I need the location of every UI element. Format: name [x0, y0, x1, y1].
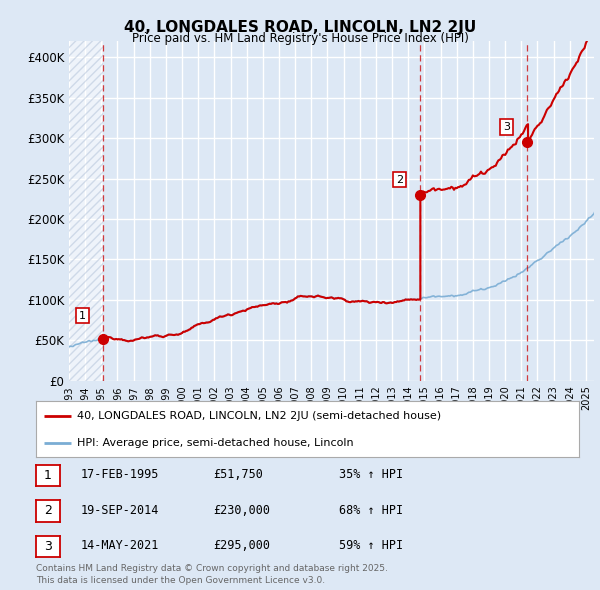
Text: 68% ↑ HPI: 68% ↑ HPI [339, 504, 403, 517]
Text: 35% ↑ HPI: 35% ↑ HPI [339, 468, 403, 481]
Text: 17-FEB-1995: 17-FEB-1995 [81, 468, 160, 481]
Text: 1: 1 [44, 469, 52, 482]
Text: 59% ↑ HPI: 59% ↑ HPI [339, 539, 403, 552]
Text: £230,000: £230,000 [213, 504, 270, 517]
Text: Contains HM Land Registry data © Crown copyright and database right 2025.
This d: Contains HM Land Registry data © Crown c… [36, 565, 388, 585]
Text: 19-SEP-2014: 19-SEP-2014 [81, 504, 160, 517]
Text: 40, LONGDALES ROAD, LINCOLN, LN2 2JU: 40, LONGDALES ROAD, LINCOLN, LN2 2JU [124, 20, 476, 35]
Text: 1: 1 [79, 310, 86, 320]
Text: 14-MAY-2021: 14-MAY-2021 [81, 539, 160, 552]
Bar [69, 41, 103, 381]
Text: Price paid vs. HM Land Registry's House Price Index (HPI): Price paid vs. HM Land Registry's House … [131, 32, 469, 45]
Text: 2: 2 [395, 175, 403, 185]
Text: £295,000: £295,000 [213, 539, 270, 552]
Text: 2: 2 [44, 504, 52, 517]
Text: £51,750: £51,750 [213, 468, 263, 481]
Text: 3: 3 [44, 540, 52, 553]
Text: 40, LONGDALES ROAD, LINCOLN, LN2 2JU (semi-detached house): 40, LONGDALES ROAD, LINCOLN, LN2 2JU (se… [77, 411, 441, 421]
Text: HPI: Average price, semi-detached house, Lincoln: HPI: Average price, semi-detached house,… [77, 438, 353, 448]
Text: 3: 3 [503, 122, 510, 132]
